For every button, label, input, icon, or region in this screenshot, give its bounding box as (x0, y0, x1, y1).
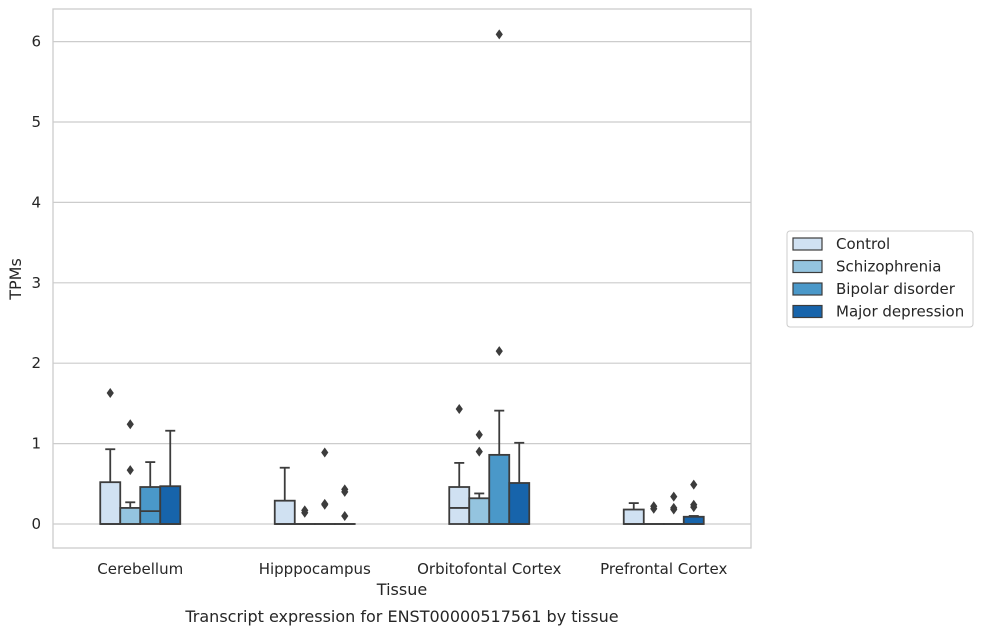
outlier-point (690, 502, 698, 513)
box-control (622, 502, 645, 525)
box-rect (119, 507, 142, 525)
y-axis-title: TPMs (6, 258, 25, 301)
box-control (448, 404, 471, 525)
gridlines (53, 40, 751, 525)
box-rect (508, 482, 531, 525)
box-bipolar-disorder (662, 491, 685, 525)
outlier-point (321, 447, 329, 458)
box-bipolar-disorder (488, 29, 511, 525)
outlier-point (475, 446, 483, 457)
box-schizophrenia (642, 501, 665, 525)
x-tick-label: Prefrontal Cortex (600, 560, 727, 578)
y-tick-label: 4 (31, 193, 41, 211)
box-rect (139, 486, 162, 525)
box-rect (622, 508, 645, 525)
box-bipolar-disorder (139, 461, 162, 525)
outlier-point (670, 504, 678, 515)
x-tick-label: Cerebellum (97, 560, 183, 578)
outlier-point (455, 404, 463, 415)
legend-swatch (792, 259, 823, 274)
box-rect (273, 499, 296, 525)
legend-label: Schizophrenia (836, 258, 941, 276)
box-major-depression (159, 429, 182, 525)
outlier-point (690, 479, 698, 490)
box-rect (682, 515, 705, 525)
x-axis-ticks: Cerebellum Hipppocampus Orbitofontal Corte… (97, 560, 727, 578)
box-rect (99, 481, 122, 525)
outlier-point (341, 486, 349, 497)
outlier-point (106, 387, 114, 398)
x-axis-title: Tissue (376, 580, 427, 599)
box-control (99, 387, 122, 525)
box-major-depression (333, 484, 356, 525)
plot-frame (52, 8, 752, 549)
legend-swatch (792, 282, 823, 296)
legend-swatch (792, 237, 823, 251)
x-tick-label: Hipppocampus (259, 560, 371, 578)
outlier-point (321, 499, 329, 510)
y-tick-label: 6 (31, 33, 41, 51)
outlier-point (650, 503, 658, 514)
outlier-point (126, 465, 134, 476)
box-bipolar-disorder (313, 447, 336, 525)
box-rect (448, 486, 471, 525)
legend-label: Bipolar disorder (836, 280, 956, 298)
outlier-point (495, 29, 503, 40)
outlier-point (670, 491, 678, 502)
x-tick-label: Orbitofontal Cortex (417, 560, 561, 578)
legend: Control Schizophrenia Bipolar disorder Majo… (786, 230, 974, 328)
box-control (273, 466, 296, 525)
outlier-point (475, 429, 483, 440)
y-tick-label: 1 (31, 435, 41, 453)
legend-label: Major depression (836, 303, 964, 321)
box-schizophrenia (468, 429, 491, 525)
y-tick-label: 5 (31, 113, 41, 131)
outlier-point (126, 419, 134, 430)
box-schizophrenia (293, 505, 316, 525)
plot-area (99, 29, 705, 525)
box-major-depression (508, 441, 531, 525)
legend-label: Control (836, 235, 890, 253)
y-tick-label: 0 (31, 515, 41, 533)
outlier-point (301, 507, 309, 518)
chart-caption: Transcript expression for ENST0000051756… (184, 607, 618, 626)
box-major-depression (682, 479, 705, 525)
box-rect (468, 497, 491, 525)
y-axis-ticks: 0 1 2 3 4 5 6 (31, 33, 41, 533)
y-tick-label: 3 (31, 274, 41, 292)
y-tick-label: 2 (31, 354, 41, 372)
legend-swatch (792, 304, 823, 319)
box-schizophrenia (119, 419, 142, 525)
outlier-point (495, 346, 503, 357)
outlier-point (341, 510, 349, 521)
box-rect (488, 453, 511, 525)
box-rect (159, 485, 182, 525)
legend-frame (786, 230, 974, 328)
